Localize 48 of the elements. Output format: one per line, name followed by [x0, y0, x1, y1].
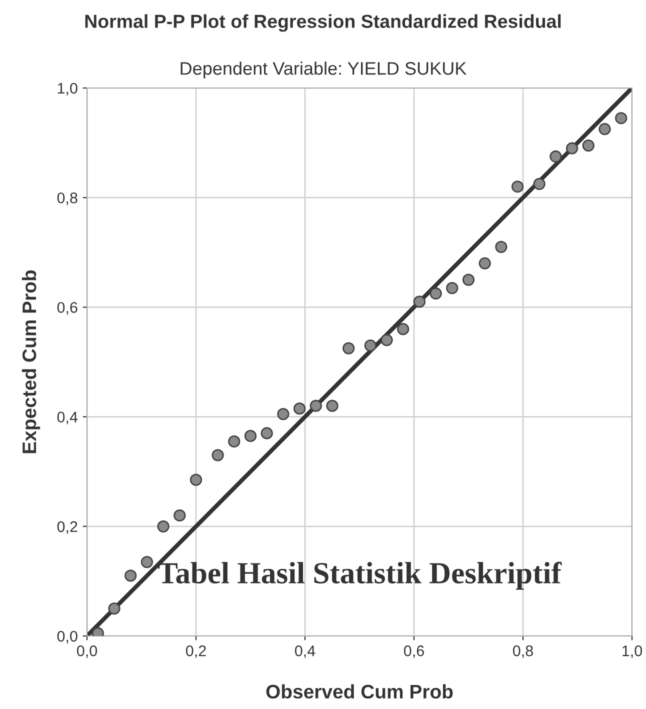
- y-tick-label: 0,2: [57, 521, 78, 534]
- point: [244, 430, 257, 442]
- point: [598, 123, 611, 136]
- point: [293, 402, 306, 415]
- point: [380, 334, 393, 346]
- point: [326, 400, 338, 412]
- x-tick-label: 0,0: [76, 645, 98, 658]
- point: [511, 180, 524, 193]
- point: [462, 274, 475, 286]
- point: [108, 602, 120, 615]
- point: [550, 150, 562, 163]
- point: [413, 296, 426, 308]
- y-tick-label: 0,8: [57, 192, 78, 206]
- x-tick-label: 0,4: [294, 645, 316, 658]
- point: [342, 342, 355, 354]
- point: [430, 287, 442, 300]
- point: [566, 142, 578, 154]
- point: [174, 509, 186, 522]
- chart-subtitle: Dependent Variable: YIELD SUKUK: [180, 62, 466, 78]
- chart-title: Normal P-P Plot of Regression Standardized Residual: [85, 14, 561, 32]
- y-tick-label: 0,4: [57, 412, 78, 424]
- point: [310, 400, 322, 412]
- point: [397, 323, 410, 336]
- point: [364, 339, 376, 352]
- point: [140, 556, 154, 568]
- x-tick-label: 1,0: [622, 645, 642, 658]
- x-axis-title: Observed Cum Prob: [266, 684, 453, 699]
- x-tick-label: 0,6: [404, 645, 424, 658]
- y-tick-label: 1,0: [58, 82, 78, 96]
- point: [277, 408, 290, 420]
- point: [495, 240, 508, 253]
- point: [212, 449, 224, 462]
- point: [615, 112, 628, 124]
- y-tick-label: 0,6: [57, 302, 78, 315]
- point: [190, 474, 202, 486]
- point: [228, 435, 240, 448]
- point: [478, 257, 491, 270]
- point: [582, 139, 594, 152]
- annotation: Tabel Hasil Statistik Deskriptif: [158, 562, 562, 590]
- point: [124, 570, 137, 582]
- point: [446, 282, 458, 294]
- y-axis-title: Expected Cum Prob: [22, 270, 40, 454]
- x-tick-label: 0,8: [512, 645, 533, 658]
- point: [260, 427, 273, 440]
- point: [533, 178, 546, 190]
- y-tick-label: 0,0: [57, 630, 78, 644]
- x-tick-label: 0,2: [186, 645, 206, 658]
- point: [157, 520, 170, 532]
